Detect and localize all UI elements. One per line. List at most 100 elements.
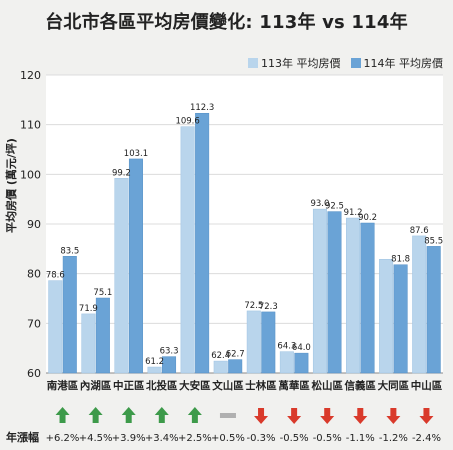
x-tick-label: 大同區 xyxy=(378,379,410,392)
y-tick-label: 80 xyxy=(27,268,41,281)
bar-114 xyxy=(426,246,441,374)
data-label-113: 62.4 xyxy=(211,351,230,361)
legend: 113年 平均房價 114年 平均房價 xyxy=(248,55,453,71)
y-tick-label: 110 xyxy=(20,119,41,132)
bar-114 xyxy=(261,311,276,374)
bar-113 xyxy=(346,217,361,374)
bar-113 xyxy=(213,360,228,374)
data-label-114: 64.0 xyxy=(292,343,311,353)
data-label-114: 63.3 xyxy=(160,347,179,357)
x-tick-label: 中正區 xyxy=(113,379,145,392)
bar-114 xyxy=(294,352,309,374)
data-label-113: 93.0 xyxy=(310,199,329,209)
data-label-113: 91.2 xyxy=(344,208,363,218)
data-label-113: 78.6 xyxy=(46,271,65,281)
down-arrow-icon xyxy=(320,408,335,424)
bar-114 xyxy=(195,112,210,374)
bar-114 xyxy=(360,222,375,374)
annual-change-value: +6.2% xyxy=(46,433,80,444)
y-tick-label: 60 xyxy=(27,367,41,380)
up-arrow-icon xyxy=(154,407,169,423)
bar-114 xyxy=(62,256,77,374)
x-tick-label: 南港區 xyxy=(47,379,79,392)
bar-114 xyxy=(228,359,243,374)
up-arrow-icon xyxy=(187,407,202,423)
data-label-113: 61.2 xyxy=(145,357,164,367)
data-label-113: 109.6 xyxy=(175,117,199,127)
bar-114 xyxy=(162,356,177,374)
data-label-113: 72.5 xyxy=(244,301,263,311)
annual-change-value: +4.5% xyxy=(79,433,113,444)
annual-change-value: +3.9% xyxy=(112,433,146,444)
x-tick-label: 大安區 xyxy=(179,379,211,392)
annual-change-value: -0.5% xyxy=(280,433,309,444)
bar-114 xyxy=(128,158,143,374)
x-tick-label: 文山區 xyxy=(211,379,244,392)
x-tick-label: 萬華區 xyxy=(278,379,310,392)
flat-dash-icon xyxy=(219,413,236,418)
data-label-114: 75.1 xyxy=(93,288,112,298)
legend-swatch-114 xyxy=(350,58,361,68)
data-label-114: 83.5 xyxy=(60,246,79,256)
annual-change-value: -2.4% xyxy=(412,433,441,444)
bar-113 xyxy=(180,126,195,374)
annual-change-value: -1.1% xyxy=(346,433,375,444)
up-arrow-icon xyxy=(88,407,103,423)
up-arrow-icon xyxy=(121,407,136,423)
y-tick-label: 70 xyxy=(27,317,41,330)
legend-item-114: 114年 平均房價 xyxy=(350,55,444,71)
down-arrow-icon xyxy=(386,408,401,424)
annual-change-value: -0.5% xyxy=(313,433,342,444)
up-arrow-icon xyxy=(55,407,70,423)
bar-113 xyxy=(379,259,394,374)
bar-114 xyxy=(393,264,408,374)
y-tick-label: 100 xyxy=(20,168,41,181)
bar-114 xyxy=(95,297,110,374)
annual-change-value: +2.5% xyxy=(178,433,212,444)
data-label-114: 81.8 xyxy=(391,255,410,265)
data-label-113: 64.3 xyxy=(277,342,296,352)
data-label-113: 71.9 xyxy=(79,304,98,314)
x-tick-label: 中山區 xyxy=(411,379,443,392)
data-label-114: 112.3 xyxy=(190,103,214,113)
data-label-113: 87.6 xyxy=(410,226,429,236)
annual-change-value: +0.5% xyxy=(211,433,245,444)
down-arrow-icon xyxy=(254,408,269,424)
x-tick-label: 北投區 xyxy=(146,379,178,392)
bar-113 xyxy=(246,310,261,374)
legend-label-114: 114年 平均房價 xyxy=(363,57,444,70)
x-tick-label: 內湖區 xyxy=(80,379,112,392)
data-label-114: 90.2 xyxy=(358,213,377,223)
data-label-113: 99.2 xyxy=(112,168,131,178)
bar-114 xyxy=(327,211,342,374)
data-label-114: 62.7 xyxy=(226,350,245,360)
data-label-114: 92.5 xyxy=(325,202,344,212)
annual-change-value: -1.2% xyxy=(379,433,408,444)
legend-label-113: 113年 平均房價 xyxy=(261,57,341,70)
data-label-114: 72.3 xyxy=(259,302,278,312)
bar-113 xyxy=(114,178,129,374)
down-arrow-icon xyxy=(287,408,302,424)
bar-113 xyxy=(48,280,63,374)
bar-113 xyxy=(81,313,96,374)
annual-change-value: +3.4% xyxy=(145,433,179,444)
y-tick-label: 90 xyxy=(27,218,41,231)
x-tick-label: 松山區 xyxy=(311,379,343,392)
data-label-114: 85.5 xyxy=(424,236,443,246)
legend-swatch-113 xyxy=(248,58,258,68)
annual-change-label: 年漲幅 xyxy=(6,431,39,444)
bar-113 xyxy=(312,208,327,374)
bar-113 xyxy=(412,235,427,374)
x-tick-label: 士林區 xyxy=(245,379,277,392)
down-arrow-icon xyxy=(353,408,368,424)
legend-item-113: 113年 平均房價 xyxy=(248,55,341,71)
bar-113 xyxy=(147,366,162,374)
chart-title: 台北市各區平均房價變化: 113年 vs 114年 xyxy=(45,12,408,33)
x-tick-label: 信義區 xyxy=(345,379,377,392)
bar-113 xyxy=(279,351,294,374)
annual-change-value: -0.3% xyxy=(247,433,276,444)
y-tick-label: 120 xyxy=(20,69,41,82)
data-label-114: 103.1 xyxy=(124,149,148,159)
down-arrow-icon xyxy=(419,408,434,424)
